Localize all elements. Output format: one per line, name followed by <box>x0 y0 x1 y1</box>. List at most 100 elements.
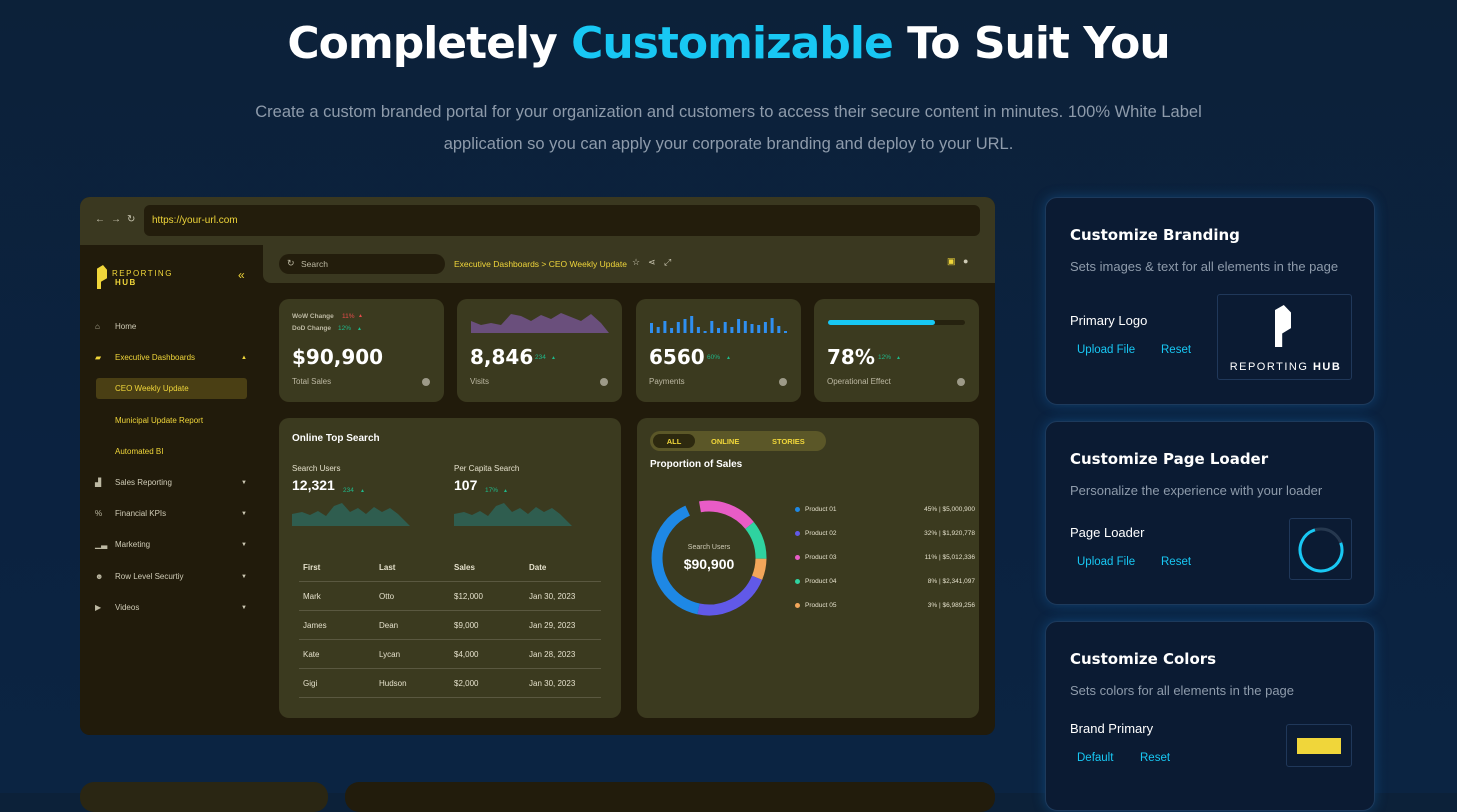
sidebar-item-marketing[interactable]: ▁▃ Marketing ▼ <box>95 540 247 549</box>
expand-icon[interactable]: ⤢ <box>664 257 672 267</box>
sidebar-item-row-level-security[interactable]: ☻ Row Level Securtiy ▼ <box>95 572 247 581</box>
per-capita-value: 107 <box>454 477 478 493</box>
cell: Jan 30, 2023 <box>529 591 576 601</box>
logo-preview: REPORTING HUB <box>1217 294 1352 380</box>
sidebar-item-financial-kpis[interactable]: % Financial KPIs ▼ <box>95 509 247 518</box>
table-row: Mark Otto $12,000 Jan 30, 2023 <box>299 582 601 611</box>
upload-loader-button[interactable]: Upload File <box>1077 556 1136 568</box>
default-color-button[interactable]: Default <box>1077 752 1114 764</box>
address-bar[interactable]: https://your-url.com <box>144 205 980 236</box>
sidebar: REPORTING HUB « ⌂ Home ▰ Executive Dashboa… <box>80 245 263 735</box>
chevron-down-icon: ▼ <box>241 573 247 580</box>
star-icon[interactable]: ☆ <box>632 257 641 267</box>
chevron-up-icon: ▲ <box>241 354 247 361</box>
logo-wordmark: REPORTING HUB <box>1229 361 1342 373</box>
breadcrumb[interactable]: Executive Dashboards > CEO Weekly Update <box>454 259 627 269</box>
menu-label: Row Level Securtiy <box>115 572 184 581</box>
kpi-value: 78% <box>827 345 875 369</box>
legend-item: Product 04 8% | $2,341,097 <box>795 578 975 585</box>
tab-all[interactable]: ALL <box>653 434 695 448</box>
panel-desc: Sets images & text for all elements in t… <box>1070 259 1339 274</box>
kpi-card-total-sales: WoW Change 11% ▲ DoD Change 12% ▲ $90,90… <box>279 299 444 402</box>
home-icon: ⌂ <box>95 322 100 331</box>
progress-track <box>828 320 965 325</box>
legend-item: Product 02 32% | $1,920,778 <box>795 530 975 537</box>
legend-dot <box>795 531 800 536</box>
brand-primary-label: Brand Primary <box>1070 721 1154 736</box>
back-icon[interactable]: ← <box>95 214 105 225</box>
payment-bar <box>730 327 734 333</box>
play-icon: ▶ <box>95 603 102 612</box>
sidebar-item-home[interactable]: ⌂ Home <box>95 322 247 331</box>
collapse-sidebar-icon[interactable]: « <box>238 268 245 282</box>
menu-label: Marketing <box>115 540 151 549</box>
primary-logo-label: Primary Logo <box>1070 313 1148 328</box>
spinner-icon <box>1298 527 1344 573</box>
kpi-label: Visits <box>470 377 489 386</box>
column-header: Sales <box>454 562 475 572</box>
legend-item: Product 01 45% | $5,000,900 <box>795 506 975 513</box>
layout-icon[interactable]: ▣ <box>947 256 956 266</box>
visits-sparkline <box>471 313 609 333</box>
online-top-search-card: Online Top Search Search Users 12,321 23… <box>279 418 621 718</box>
donut-center-label: Search Users <box>687 544 731 551</box>
donut-slice <box>651 500 767 616</box>
info-icon[interactable] <box>600 378 608 386</box>
color-swatch-box[interactable] <box>1286 724 1352 767</box>
browser-toolbar: ← → ↻ https://your-url.com <box>80 197 995 245</box>
tab-stories[interactable]: STORIES <box>772 437 805 446</box>
browser-mockup: ← → ↻ https://your-url.com REPORTING HUB… <box>80 197 995 735</box>
reload-icon[interactable]: ↻ <box>127 214 136 225</box>
legend-name: Product 05 <box>805 602 837 609</box>
info-icon[interactable] <box>779 378 787 386</box>
sidebar-subitem-municipal-update[interactable]: Municipal Update Report <box>115 416 204 425</box>
forward-icon[interactable]: → <box>111 214 121 225</box>
sidebar-subitem-automated-bi[interactable]: Automated BI <box>115 447 164 456</box>
payment-bar <box>696 327 700 333</box>
logo-text-hub: HUB <box>115 278 137 287</box>
reset-logo-button[interactable]: Reset <box>1161 344 1192 356</box>
sidebar-subitem-ceo-weekly-update[interactable]: CEO Weekly Update <box>96 378 247 399</box>
proportion-of-sales-card: ALL ONLINE STORIES Proportion of Sales S… <box>637 418 979 718</box>
sidebar-item-executive-dashboards[interactable]: ▰ Executive Dashboards ▲ <box>95 353 247 362</box>
reset-color-button[interactable]: Reset <box>1140 752 1171 764</box>
cell: Dean <box>379 620 399 630</box>
column-header: Last <box>379 562 396 572</box>
info-icon[interactable] <box>422 378 430 386</box>
kpi-card-payments: 6560 60% ▲ Payments <box>636 299 801 402</box>
menu-label: Financial KPIs <box>115 509 167 518</box>
payment-bar <box>784 331 787 333</box>
sidebar-item-sales-reporting[interactable]: ▟ Sales Reporting ▼ <box>95 478 247 487</box>
page-loader-label: Page Loader <box>1070 525 1145 540</box>
search-table: First Last Sales Date Mark Otto $12,000 Jan 30… <box>299 553 601 698</box>
donut-slice <box>651 500 767 616</box>
cell: Lycan <box>379 649 401 659</box>
column-header: Date <box>529 562 547 572</box>
customize-colors-panel: Customize Colors Sets colors for all ele… <box>1045 621 1375 811</box>
partial-card <box>80 782 328 812</box>
cell: Jan 28, 2023 <box>529 649 576 659</box>
reset-loader-button[interactable]: Reset <box>1161 556 1192 568</box>
chevron-down-icon: ▼ <box>241 604 247 611</box>
hero-subtitle: Create a custom branded portal for your … <box>255 103 1202 153</box>
share-icon[interactable]: ⋖ <box>648 257 656 267</box>
payment-bar <box>770 318 774 333</box>
tab-online[interactable]: ONLINE <box>711 437 740 446</box>
upload-logo-button[interactable]: Upload File <box>1077 344 1136 356</box>
user-icon[interactable]: ● <box>963 256 969 266</box>
donut-slice <box>651 500 767 616</box>
payment-bar <box>663 321 667 333</box>
kpi-value: 6560 <box>649 345 705 369</box>
sidebar-item-videos[interactable]: ▶ Videos ▼ <box>95 603 247 612</box>
info-icon[interactable] <box>957 378 965 386</box>
dod-value: 12% <box>338 325 352 332</box>
column-header: First <box>303 562 321 572</box>
users-icon: ☻ <box>95 572 104 581</box>
search-input[interactable]: Search <box>279 254 445 274</box>
cell: Kate <box>303 649 320 659</box>
menu-label: Executive Dashboards <box>115 353 196 362</box>
cell: Jan 29, 2023 <box>529 620 576 630</box>
logo-text: REPORTING <box>112 269 173 278</box>
loader-preview <box>1289 518 1352 580</box>
payment-bar <box>690 316 694 333</box>
